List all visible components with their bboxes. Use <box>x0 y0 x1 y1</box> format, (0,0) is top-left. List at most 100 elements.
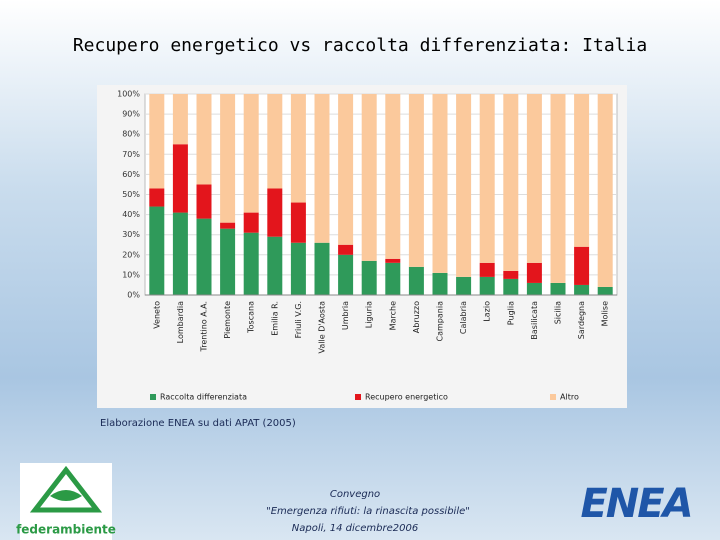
bar-segment <box>267 94 283 189</box>
bar-segment <box>526 262 542 283</box>
x-tick-label: Piemonte <box>223 301 232 339</box>
bar-segment <box>243 212 259 233</box>
bar-segment <box>503 270 519 279</box>
bar-segment <box>456 94 472 277</box>
y-tick-label: 30% <box>122 230 140 239</box>
bar-segment <box>172 94 188 145</box>
bar-segment <box>220 222 236 229</box>
x-tick-label: Veneto <box>152 301 161 329</box>
logo-shape <box>29 465 103 513</box>
x-tick-label: Toscana <box>247 301 256 334</box>
bar-segment <box>408 94 424 267</box>
legend-label: Raccolta differenziata <box>160 393 247 402</box>
y-tick-label: 0% <box>127 291 140 300</box>
bar-segment <box>243 232 259 295</box>
x-tick-label: Marche <box>388 301 397 330</box>
bar-segment <box>479 262 495 277</box>
y-tick-label: 60% <box>122 170 140 179</box>
footer-line: Convegno <box>330 489 380 500</box>
x-tick-label: Puglia <box>506 301 515 325</box>
bar-segment <box>149 94 165 189</box>
bar-segment <box>338 94 354 245</box>
y-tick-label: 70% <box>122 150 140 159</box>
slide-title: Recupero energetico vs raccolta differen… <box>73 35 647 56</box>
bar-segment <box>290 202 306 243</box>
y-tick-label: 20% <box>122 250 140 259</box>
legend-swatch <box>150 394 156 400</box>
bar-segment <box>574 246 590 285</box>
x-tick-label: Molise <box>601 301 610 326</box>
bar-segment <box>597 94 613 287</box>
x-tick-label: Valle D'Aosta <box>318 301 327 354</box>
bar-segment <box>408 266 424 295</box>
y-tick-label: 10% <box>122 270 140 279</box>
bar-segment <box>290 94 306 203</box>
chart: 0% 10% 20% 30% 40% 50% 60% 70% 80% 90% 100% Veneto L… <box>117 90 618 402</box>
y-tick-label: 40% <box>122 210 140 219</box>
bar-segment <box>149 206 165 295</box>
logo-shape <box>50 490 82 501</box>
x-tick-label: Friuli V.G. <box>294 301 303 338</box>
bar-segment <box>503 278 519 295</box>
bar-segment <box>456 276 472 295</box>
bar-segment <box>267 188 283 237</box>
x-tick-label: Basilicata <box>530 301 539 340</box>
logo-left: federambiente <box>16 463 116 540</box>
bar-segment <box>503 94 519 271</box>
y-tick-label: 50% <box>122 190 140 199</box>
bar-segment <box>267 236 283 295</box>
x-tick-label: Lazio <box>483 301 492 322</box>
bar-segment <box>314 94 330 243</box>
bar-segment <box>338 244 354 255</box>
bar-segment <box>314 242 330 295</box>
logo-text: federambiente <box>16 523 116 537</box>
x-tick-label: Umbria <box>341 301 350 330</box>
y-tick-label: 100% <box>117 90 140 99</box>
logo-right: ENEA <box>580 481 691 527</box>
bar-segment <box>290 242 306 295</box>
bar-segment <box>597 286 613 295</box>
x-tick-label: Sicilia <box>554 301 563 324</box>
bar-segment <box>385 262 401 295</box>
bar-segment <box>196 94 212 185</box>
x-tick-label: Calabria <box>459 301 468 334</box>
y-tick-label: 80% <box>122 130 140 139</box>
bar-segment <box>172 212 188 295</box>
bar-segment <box>361 94 377 261</box>
source-note: Elaborazione ENEA su dati APAT (2005) <box>100 418 296 429</box>
bar-segment <box>550 94 566 283</box>
bar-segment <box>479 276 495 295</box>
bar-segment <box>196 184 212 219</box>
bar-segment <box>432 94 448 273</box>
bar-segment <box>338 254 354 295</box>
bar-segment <box>149 188 165 207</box>
x-tick-label: Campania <box>436 301 445 342</box>
bar-segment <box>361 260 377 295</box>
bar-segment <box>550 282 566 295</box>
bar-segment <box>526 94 542 263</box>
bar-segment <box>196 218 212 295</box>
legend-label: Altro <box>560 393 579 402</box>
x-tick-label: Liguria <box>365 301 374 328</box>
bar-segment <box>432 272 448 295</box>
legend-label: Recupero energetico <box>365 393 448 402</box>
bar-segment <box>526 282 542 295</box>
bar-segment <box>243 94 259 213</box>
bar-segment <box>220 94 236 223</box>
x-tick-label: Emilia R. <box>270 301 279 336</box>
x-tick-label: Lombardia <box>176 301 185 343</box>
x-tick-label: Sardegna <box>577 301 586 339</box>
legend-swatch <box>355 394 361 400</box>
x-tick-label: Abruzzo <box>412 301 421 333</box>
footer-line: "Emergenza rifiuti: la rinascita possibi… <box>266 506 470 517</box>
bar-segment <box>172 144 188 213</box>
x-tick-label: Trentino A.A. <box>200 301 209 352</box>
bar-segment <box>385 94 401 259</box>
legend-swatch <box>550 394 556 400</box>
logo-box <box>20 463 112 540</box>
bar-segment <box>574 284 590 295</box>
bar-segment <box>574 94 590 247</box>
bar-segment <box>385 258 401 263</box>
footer-line: Napoli, 14 dicembre2006 <box>292 523 418 534</box>
